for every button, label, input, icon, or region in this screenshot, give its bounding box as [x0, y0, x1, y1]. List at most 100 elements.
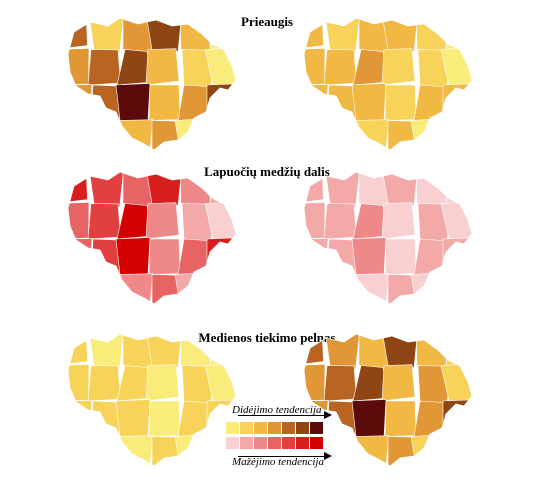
district-region [351, 83, 387, 121]
district-region [324, 172, 361, 208]
district-region [174, 118, 212, 150]
district-region [122, 18, 154, 53]
panel-title-prieaugis: Prieaugis [241, 14, 293, 29]
panel-title-medienos: Medienos tiekimo pelnas [198, 330, 336, 345]
district-region [329, 436, 361, 466]
district-region [415, 334, 448, 367]
district-region [410, 272, 448, 304]
district-region [324, 334, 361, 370]
legend-decrease-swatch-6 [296, 437, 309, 449]
legend-decrease-swatch-2 [240, 437, 253, 449]
legend-increase-swatch-5 [282, 422, 295, 434]
map-medienos-right [303, 333, 473, 467]
district-region [174, 272, 212, 304]
legend-decrease-swatch-5 [282, 437, 295, 449]
map-prieaugis-left [67, 17, 237, 151]
legend-decrease-arrow-head [324, 452, 332, 460]
district-region [206, 83, 236, 121]
district-region [410, 118, 448, 150]
district-region [445, 172, 472, 204]
district-region [68, 436, 91, 466]
district-region [381, 48, 416, 86]
district-region [115, 237, 151, 275]
district-region [87, 49, 121, 86]
district-region [145, 18, 183, 52]
legend-decrease-swatch-3 [254, 437, 267, 449]
district-region [353, 273, 390, 304]
district-region [87, 203, 121, 240]
district-region [145, 202, 180, 240]
legend-increase-swatch-7 [310, 422, 323, 434]
district-region [145, 364, 180, 402]
district-region [304, 47, 326, 86]
legend-increase-label: Didėjimo tendencija [232, 404, 322, 416]
district-region [444, 435, 472, 466]
district-region [444, 119, 472, 150]
district-region [68, 47, 90, 86]
legend-increase-swatch-6 [296, 422, 309, 434]
district-region [324, 18, 361, 54]
district-region [384, 84, 417, 121]
district-region [68, 238, 93, 277]
legend-increase-arrow-head [324, 411, 332, 419]
district-region [206, 237, 236, 275]
country-outline [303, 171, 473, 305]
legend-decrease-swatches [226, 437, 323, 449]
district-region [115, 83, 151, 121]
district-region [145, 48, 180, 86]
map-lapuociu-left [67, 171, 237, 305]
district-region [174, 434, 212, 466]
district-region [304, 120, 327, 150]
legend-decrease-label: Mažėjimo tendencija [232, 456, 324, 468]
district-region [122, 334, 154, 369]
legend-increase-swatches [226, 422, 323, 434]
district-region [68, 84, 93, 123]
legend-increase-swatch-4 [268, 422, 281, 434]
district-region [444, 273, 472, 304]
district-region [351, 237, 387, 275]
district-region [68, 201, 90, 240]
district-region [323, 49, 357, 86]
legend-increase-swatch-2 [240, 422, 253, 434]
district-region [68, 363, 90, 402]
district-region [410, 434, 448, 466]
district-region [208, 273, 236, 304]
district-region [445, 18, 472, 50]
district-region [93, 436, 125, 466]
district-region [381, 334, 419, 368]
district-region [68, 400, 93, 439]
district-region [381, 364, 416, 402]
country-outline [303, 333, 473, 467]
district-region [329, 274, 361, 304]
district-region [445, 334, 472, 366]
district-region [304, 201, 326, 240]
district-region [93, 274, 125, 304]
district-region [209, 334, 236, 366]
district-region [304, 238, 329, 277]
district-region [329, 120, 361, 150]
district-region [87, 365, 121, 402]
district-region [88, 334, 125, 370]
country-outline [303, 17, 473, 151]
district-region [358, 172, 390, 207]
district-region [179, 334, 212, 367]
district-region [442, 237, 472, 275]
district-region [353, 119, 390, 150]
district-region [358, 334, 390, 369]
legend-decrease-arrow-line [238, 456, 326, 457]
legend-increase-arrow-line [238, 415, 326, 416]
district-region [145, 172, 183, 206]
legend-decrease-swatch-1 [226, 437, 239, 449]
district-region [145, 334, 183, 368]
district-region [68, 120, 91, 150]
district-region [323, 365, 357, 402]
district-region [179, 18, 212, 51]
district-region [68, 274, 91, 304]
panel-title-lapuociu: Lapuočių medžių dalis [204, 164, 330, 179]
district-region [384, 400, 417, 437]
district-region [442, 83, 472, 121]
legend-decrease-swatch-7 [310, 437, 323, 449]
district-region [88, 172, 125, 208]
district-region [323, 203, 357, 240]
district-region [415, 18, 448, 51]
